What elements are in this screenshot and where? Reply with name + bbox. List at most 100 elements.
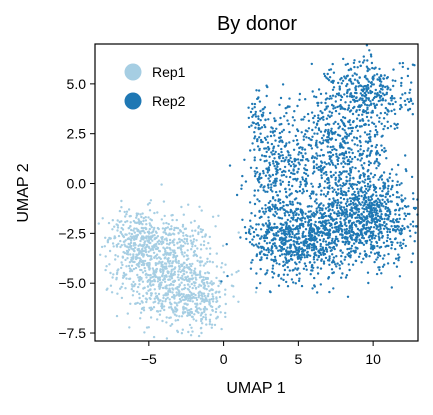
point-rep2 <box>368 177 371 180</box>
point-rep2 <box>382 241 386 244</box>
point-rep1 <box>122 250 125 254</box>
point-rep1 <box>190 248 193 251</box>
point-rep2 <box>353 238 356 241</box>
point-rep2 <box>330 239 334 242</box>
point-rep1 <box>124 215 127 218</box>
point-rep2 <box>294 247 297 250</box>
point-rep1 <box>153 246 156 249</box>
point-rep2 <box>338 211 341 215</box>
point-rep2 <box>248 228 251 231</box>
point-rep2 <box>258 209 261 213</box>
point-rep2 <box>265 159 268 162</box>
point-rep2 <box>345 155 348 159</box>
point-rep1 <box>158 300 161 303</box>
point-rep2 <box>279 183 283 186</box>
point-rep2 <box>381 88 384 91</box>
point-rep2 <box>320 176 323 180</box>
point-rep2 <box>372 234 375 237</box>
point-rep2 <box>390 243 394 247</box>
point-rep2 <box>277 155 281 159</box>
point-rep2 <box>327 277 330 280</box>
point-rep2 <box>253 135 257 138</box>
point-rep2 <box>345 217 348 220</box>
point-rep2 <box>385 157 388 160</box>
point-rep1 <box>178 290 181 293</box>
point-rep2 <box>369 180 372 183</box>
point-rep2 <box>391 102 395 106</box>
point-rep2 <box>253 202 257 206</box>
point-rep1 <box>163 274 167 278</box>
point-rep2 <box>254 228 258 231</box>
point-rep2 <box>367 160 371 163</box>
point-rep1 <box>148 296 151 300</box>
point-rep2 <box>383 263 386 266</box>
point-rep1 <box>189 271 192 274</box>
point-rep1 <box>208 318 212 321</box>
point-rep1 <box>237 300 240 303</box>
point-rep2 <box>379 225 382 229</box>
point-rep2 <box>358 176 362 179</box>
point-rep1 <box>198 276 202 279</box>
point-rep2 <box>390 168 394 171</box>
point-rep2 <box>316 229 319 232</box>
point-rep2 <box>357 210 360 213</box>
point-rep2 <box>400 76 403 80</box>
point-rep1 <box>177 270 180 273</box>
point-rep2 <box>289 238 293 242</box>
point-rep2 <box>311 90 314 93</box>
point-rep2 <box>339 173 342 176</box>
point-rep2 <box>376 197 380 200</box>
point-rep2 <box>355 117 359 120</box>
point-rep2 <box>353 65 356 69</box>
point-rep2 <box>292 163 295 166</box>
point-rep1 <box>126 220 129 223</box>
point-rep1 <box>178 240 181 244</box>
point-rep2 <box>373 74 376 77</box>
point-rep2 <box>345 170 348 173</box>
point-rep2 <box>335 255 338 258</box>
point-rep2 <box>290 216 293 220</box>
point-rep2 <box>398 62 401 65</box>
point-rep1 <box>195 308 198 312</box>
point-rep2 <box>386 236 389 239</box>
point-rep1 <box>187 330 190 334</box>
point-rep2 <box>343 141 346 144</box>
point-rep2 <box>351 193 354 196</box>
point-rep1 <box>200 319 203 323</box>
point-rep1 <box>171 218 174 222</box>
point-rep2 <box>381 202 384 205</box>
point-rep2 <box>367 98 370 102</box>
point-rep2 <box>308 243 311 246</box>
point-rep2 <box>371 194 374 197</box>
point-rep1 <box>122 274 125 277</box>
point-rep2 <box>288 188 291 191</box>
point-rep2 <box>274 150 277 154</box>
point-rep2 <box>380 217 384 221</box>
point-rep2 <box>317 254 321 258</box>
point-rep1 <box>112 273 115 276</box>
point-rep1 <box>112 245 115 248</box>
point-rep1 <box>137 244 140 247</box>
point-rep2 <box>357 201 361 204</box>
point-rep1 <box>164 286 168 290</box>
point-rep2 <box>350 244 354 248</box>
point-rep1 <box>101 217 104 220</box>
point-rep2 <box>316 291 319 294</box>
point-rep2 <box>332 287 335 290</box>
point-rep2 <box>265 248 268 252</box>
point-rep1 <box>128 245 132 249</box>
point-rep2 <box>403 99 407 103</box>
point-rep1 <box>137 221 141 224</box>
point-rep2 <box>367 175 370 178</box>
point-rep2 <box>254 110 257 114</box>
point-rep2 <box>323 228 327 232</box>
point-rep1 <box>123 210 126 214</box>
point-rep1 <box>145 223 148 226</box>
point-rep1 <box>176 304 179 307</box>
point-rep2 <box>348 155 352 159</box>
point-rep2 <box>361 88 364 91</box>
point-rep2 <box>365 104 369 107</box>
point-rep2 <box>371 209 374 212</box>
point-rep1 <box>148 246 151 250</box>
point-rep2 <box>370 90 374 94</box>
